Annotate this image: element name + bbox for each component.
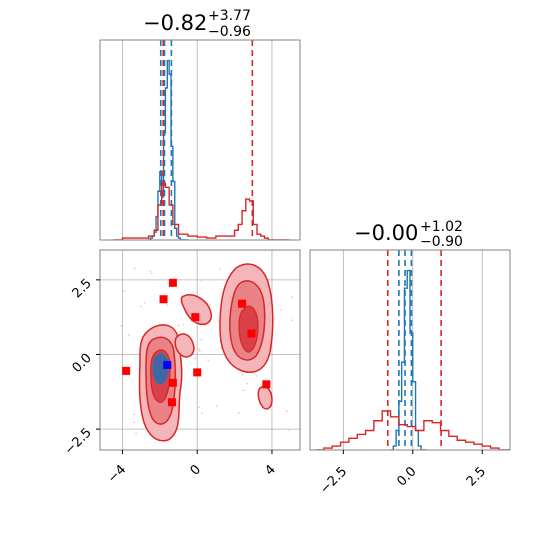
- panel-frame: [309, 249, 511, 451]
- histogram-series-red: [315, 410, 510, 450]
- contour-right-tail: [257, 386, 273, 410]
- sample-point: [120, 325, 123, 328]
- sample-point: [200, 279, 202, 282]
- sample-point: [241, 374, 244, 376]
- sample-point: [270, 288, 273, 291]
- contour-region: [138, 263, 274, 442]
- sample-point: [208, 304, 211, 306]
- title-y-upper: +1.02: [420, 219, 463, 235]
- sample-point: [215, 405, 218, 408]
- x-tick-label-bl: 4: [262, 462, 278, 478]
- sample-point: [198, 350, 201, 352]
- sample-point: [198, 406, 200, 409]
- sample-point: [123, 290, 126, 293]
- red-marker-1: [168, 278, 177, 287]
- sample-point: [218, 268, 221, 270]
- sample-point: [291, 296, 293, 299]
- sample-point: [139, 305, 142, 308]
- histogram-series-group: [315, 250, 510, 450]
- sample-point: [182, 323, 185, 326]
- sample-point: [253, 372, 256, 375]
- contour-right-inner: [238, 305, 259, 353]
- red-marker-6: [167, 398, 176, 407]
- title-x-median: −0.82: [143, 11, 207, 35]
- x-tick-label-bl: 0: [188, 462, 204, 478]
- title-x-param: −0.82 +3.77 −0.96: [143, 8, 251, 40]
- panel-bottom-left-contour: −4 0 4 −2.5 0.0 2.5: [62, 249, 301, 486]
- y-tick-label-bl: 0.0: [70, 351, 95, 376]
- sample-point: [197, 348, 200, 351]
- red-marker-9: [262, 380, 271, 389]
- sample-point: [133, 413, 136, 416]
- sample-point: [200, 338, 203, 341]
- sample-point: [273, 428, 276, 431]
- y-tick-label-bl: 2.5: [70, 276, 95, 301]
- title-y-lower: −0.90: [420, 234, 463, 250]
- red-marker-3: [191, 313, 200, 322]
- histogram-series-blue: [148, 59, 189, 240]
- x-tick-label-br: −2.5: [317, 464, 350, 497]
- panel-frame: [99, 249, 301, 451]
- histogram-series-blue: [390, 269, 428, 450]
- red-marker-5: [168, 378, 177, 387]
- sample-point: [149, 270, 152, 273]
- panel-frame: [99, 39, 301, 241]
- x-tick-label-bl: −4: [105, 462, 129, 486]
- sample-point: [127, 334, 130, 336]
- sample-point: [285, 410, 288, 413]
- sample-point: [237, 411, 240, 414]
- sample-point: [280, 309, 283, 311]
- sample-point: [219, 346, 222, 349]
- contour-left-sideblob: [180, 294, 213, 326]
- red-marker-4: [193, 368, 202, 377]
- sample-point: [133, 421, 136, 424]
- sample-point: [143, 302, 146, 304]
- sample-point: [166, 304, 169, 307]
- sample-point: [291, 319, 293, 322]
- red-marker-8: [247, 329, 256, 338]
- sample-point: [133, 267, 136, 270]
- sample-point: [217, 320, 220, 323]
- x-tick-label-br: 0.0: [394, 464, 419, 489]
- sample-point: [201, 412, 204, 415]
- histogram-series-red: [113, 182, 290, 240]
- contour-left-sideblob2: [174, 333, 195, 358]
- sample-point: [150, 272, 153, 275]
- sample-point: [242, 389, 245, 392]
- panel-bottom-right-histogram: −2.5 0.0 2.5: [309, 249, 511, 497]
- sample-point: [177, 324, 180, 327]
- panel-top-left-histogram: [99, 39, 301, 241]
- title-x-lower: −0.96: [208, 24, 251, 40]
- title-y-median: −0.00: [354, 221, 418, 245]
- histogram-series-group: [113, 40, 290, 240]
- sample-point: [207, 359, 210, 362]
- red-marker-2: [159, 295, 168, 304]
- sample-point: [246, 382, 249, 385]
- blue-marker: [163, 360, 172, 369]
- title-y-param: −0.00 +1.02 −0.90: [354, 219, 463, 250]
- sample-point: [288, 428, 290, 431]
- title-x-upper: +3.77: [208, 8, 251, 24]
- sample-point: [194, 357, 197, 360]
- sample-point: [135, 432, 137, 435]
- x-tick-label-br: 2.5: [464, 464, 489, 489]
- red-marker-0: [122, 366, 131, 375]
- y-tick-label-bl: −2.5: [62, 425, 95, 458]
- sample-point: [255, 375, 258, 377]
- red-marker-7: [238, 299, 247, 308]
